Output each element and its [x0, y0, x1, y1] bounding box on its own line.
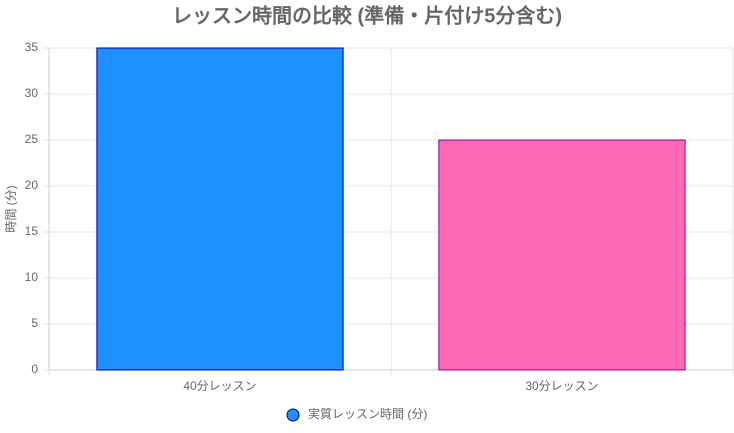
x-tick-label: 30分レッスン [525, 379, 598, 393]
y-tick-label: 10 [25, 270, 39, 284]
y-tick-label: 25 [25, 132, 39, 146]
y-tick-label: 30 [25, 86, 39, 100]
bar [96, 47, 344, 371]
bar [438, 139, 686, 371]
x-tick-label: 40分レッスン [183, 379, 256, 393]
y-tick-label: 20 [25, 178, 39, 192]
legend-marker [286, 408, 300, 422]
legend-label: 実質レッスン時間 (分) [308, 406, 427, 421]
y-tick-label: 35 [25, 40, 39, 54]
y-tick-label: 0 [31, 362, 38, 376]
y-tick-label: 15 [25, 224, 39, 238]
y-axis-label: 時間 (分) [4, 185, 18, 232]
chart-title: レッスン時間の比較 (準備・片付け5分含む) [172, 3, 562, 27]
y-tick-label: 5 [31, 316, 38, 330]
